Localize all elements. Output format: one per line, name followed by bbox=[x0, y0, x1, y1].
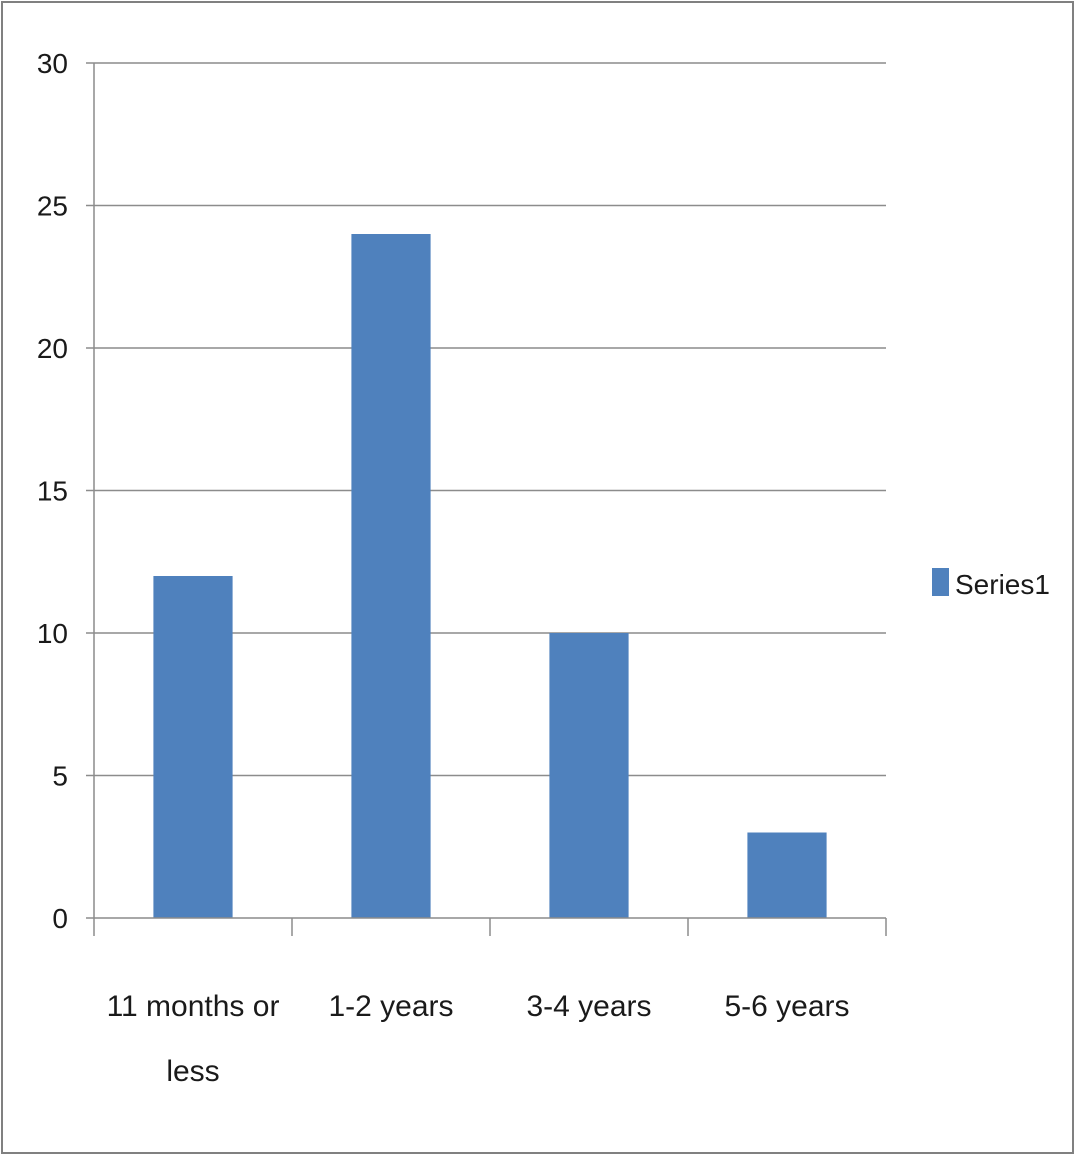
y-tick-label: 15 bbox=[37, 476, 68, 507]
bars bbox=[153, 234, 827, 918]
y-tick-label: 5 bbox=[52, 761, 68, 792]
y-tick-label: 20 bbox=[37, 333, 68, 364]
x-tick-label: 1-2 years bbox=[328, 990, 453, 1023]
legend-swatch-series1 bbox=[932, 568, 949, 596]
y-tick-label: 30 bbox=[37, 48, 68, 79]
bar-3 bbox=[747, 832, 827, 918]
x-tick-labels: 11 months or less 1-2 years 3-4 years 5-6 ye… bbox=[107, 990, 850, 1088]
y-tick-label: 10 bbox=[37, 618, 68, 649]
y-tick-label: 25 bbox=[37, 191, 68, 222]
x-tick-label: 11 months or bbox=[107, 990, 280, 1023]
bar-1 bbox=[351, 234, 431, 918]
legend-label-series1: Series1 bbox=[955, 569, 1050, 600]
x-tick-label: 3-4 years bbox=[526, 990, 651, 1023]
bar-2 bbox=[549, 633, 629, 918]
bar-0 bbox=[153, 576, 233, 918]
y-tick-label: 0 bbox=[52, 903, 68, 934]
axes bbox=[86, 62, 887, 936]
x-tick-label: less bbox=[166, 1055, 219, 1088]
x-tick-label: 5-6 years bbox=[724, 990, 849, 1023]
y-tick-labels: 0 5 10 15 20 25 30 bbox=[37, 48, 68, 934]
legend: Series1 bbox=[932, 568, 1050, 600]
